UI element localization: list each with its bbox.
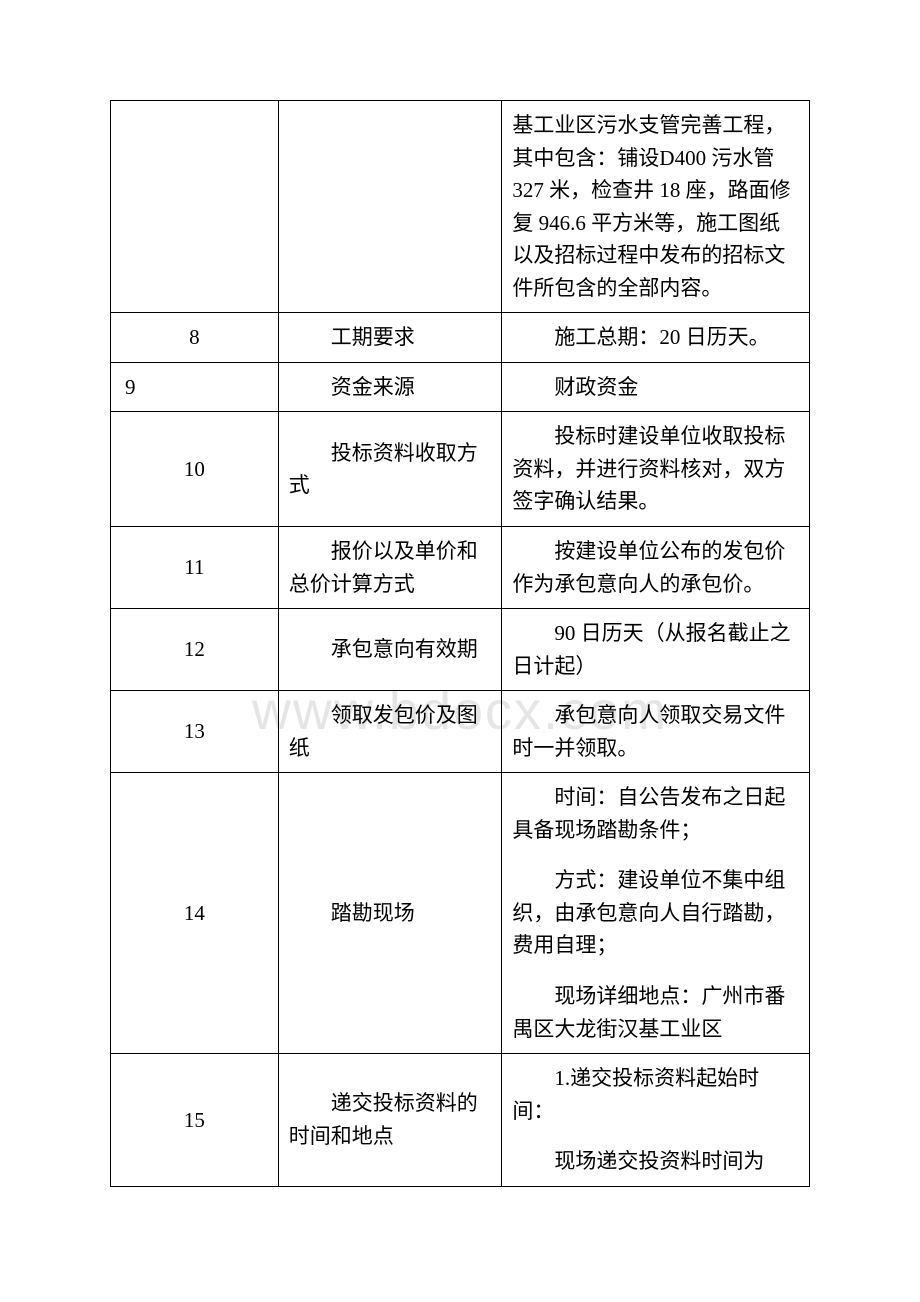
- row-label: 工期要求: [278, 313, 502, 363]
- content-paragraph: 投标时建设单位收取投标资料，并进行资料核对，双方签字确认结果。: [512, 420, 799, 518]
- row-content: 承包意向人领取交易文件时一并领取。: [502, 691, 810, 773]
- content-paragraph: 1.递交投标资料起始时间：: [512, 1062, 799, 1127]
- row-number: 15: [111, 1054, 279, 1187]
- row-content: 90 日历天（从报名截止之日计起）: [502, 609, 810, 691]
- row-number: 11: [111, 527, 279, 609]
- row-content: 基工业区污水支管完善工程，其中包含：铺设D400 污水管 327 米，检查井 1…: [502, 101, 810, 313]
- row-number: 10: [111, 412, 279, 527]
- content-paragraph: 现场详细地点：广州市番禺区大龙街汉基工业区: [512, 980, 799, 1045]
- content-paragraph: 基工业区污水支管完善工程，其中包含：铺设D400 污水管 327 米，检查井 1…: [512, 109, 799, 304]
- row-number: 14: [111, 773, 279, 1054]
- content-paragraph: 现场递交投资料时间为: [512, 1145, 799, 1178]
- table-row: 8 工期要求 施工总期：20 日历天。: [111, 313, 810, 363]
- table-row: 基工业区污水支管完善工程，其中包含：铺设D400 污水管 327 米，检查井 1…: [111, 101, 810, 313]
- row-content: 1.递交投标资料起始时间： 现场递交投资料时间为: [502, 1054, 810, 1187]
- bid-info-table: 基工业区污水支管完善工程，其中包含：铺设D400 污水管 327 米，检查井 1…: [110, 100, 810, 1187]
- content-paragraph: 施工总期：20 日历天。: [512, 321, 799, 354]
- content-paragraph: 时间：自公告发布之日起具备现场踏勘条件；: [512, 781, 799, 846]
- row-content: 按建设单位公布的发包价作为承包意向人的承包价。: [502, 527, 810, 609]
- table-row: 14 踏勘现场 时间：自公告发布之日起具备现场踏勘条件； 方式：建设单位不集中组…: [111, 773, 810, 1054]
- row-label: 报价以及单价和总价计算方式: [278, 527, 502, 609]
- table-row: 13 领取发包价及图纸 承包意向人领取交易文件时一并领取。: [111, 691, 810, 773]
- table-row: 9 资金来源 财政资金: [111, 362, 810, 412]
- row-label: [278, 101, 502, 313]
- row-number: 13: [111, 691, 279, 773]
- content-paragraph: 按建设单位公布的发包价作为承包意向人的承包价。: [512, 535, 799, 600]
- row-content: 投标时建设单位收取投标资料，并进行资料核对，双方签字确认结果。: [502, 412, 810, 527]
- row-number: 9: [111, 362, 279, 412]
- content-paragraph: 方式：建设单位不集中组织，由承包意向人自行踏勘，费用自理；: [512, 864, 799, 962]
- row-label: 资金来源: [278, 362, 502, 412]
- row-label: 递交投标资料的时间和地点: [278, 1054, 502, 1187]
- row-number: 8: [111, 313, 279, 363]
- row-content: 时间：自公告发布之日起具备现场踏勘条件； 方式：建设单位不集中组织，由承包意向人…: [502, 773, 810, 1054]
- table-row: 15 递交投标资料的时间和地点 1.递交投标资料起始时间： 现场递交投资料时间为: [111, 1054, 810, 1187]
- row-label: 承包意向有效期: [278, 609, 502, 691]
- table-row: 11 报价以及单价和总价计算方式 按建设单位公布的发包价作为承包意向人的承包价。: [111, 527, 810, 609]
- content-paragraph: 承包意向人领取交易文件时一并领取。: [512, 699, 799, 764]
- row-label: 领取发包价及图纸: [278, 691, 502, 773]
- row-number: [111, 101, 279, 313]
- row-content: 施工总期：20 日历天。: [502, 313, 810, 363]
- content-paragraph: 财政资金: [512, 371, 799, 404]
- row-label: 投标资料收取方式: [278, 412, 502, 527]
- row-label: 踏勘现场: [278, 773, 502, 1054]
- content-paragraph: 90 日历天（从报名截止之日计起）: [512, 617, 799, 682]
- table-row: 10 投标资料收取方式 投标时建设单位收取投标资料，并进行资料核对，双方签字确认…: [111, 412, 810, 527]
- row-content: 财政资金: [502, 362, 810, 412]
- row-number: 12: [111, 609, 279, 691]
- table-row: 12 承包意向有效期 90 日历天（从报名截止之日计起）: [111, 609, 810, 691]
